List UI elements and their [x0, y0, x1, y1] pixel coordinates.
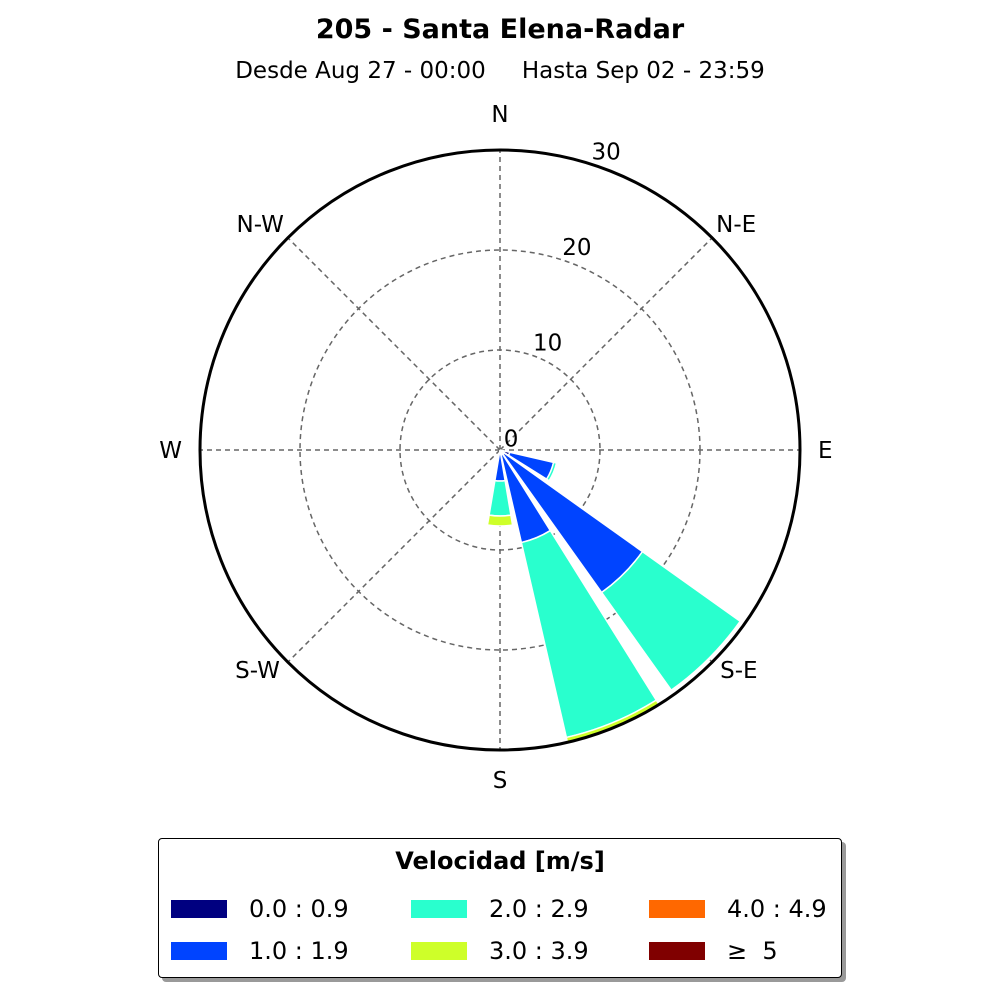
- legend-label: ≥ 5: [727, 937, 778, 965]
- wedge-e-bin-2: [545, 461, 558, 482]
- date-from: Desde Aug 27 - 00:00: [235, 58, 486, 84]
- legend-swatch: [411, 942, 467, 960]
- wedge-s-bin-3: [486, 514, 514, 527]
- date-to: Hasta Sep 02 - 23:59: [521, 58, 765, 84]
- legend-item-2: 4.0 : 4.9: [649, 891, 827, 927]
- legend-item-4: 3.0 : 3.9: [411, 933, 589, 969]
- compass-label-n: N: [491, 102, 508, 128]
- wedge-s-e-bin-2: [600, 550, 742, 692]
- legend-label: 1.0 : 1.9: [249, 937, 349, 965]
- compass-label-n-e: N-E: [716, 212, 756, 238]
- legend-label: 2.0 : 2.9: [489, 895, 589, 923]
- legend-label: 0.0 : 0.9: [249, 895, 349, 923]
- grid-spoke: [287, 449, 501, 663]
- legend-label: 4.0 : 4.9: [727, 895, 827, 923]
- grid-spoke: [287, 237, 501, 451]
- wedges: [198, 148, 802, 752]
- legend-item-5: ≥ 5: [649, 933, 778, 969]
- polar-labels: 0 10 20 30 N N-E E S-E S S-W W N-W: [159, 102, 832, 794]
- legend-item-1: 2.0 : 2.9: [411, 891, 589, 927]
- compass-label-n-w: N-W: [237, 212, 284, 238]
- legend-label: 3.0 : 3.9: [489, 937, 589, 965]
- legend-title: Velocidad [m/s]: [395, 847, 605, 875]
- legend-swatch: [649, 942, 705, 960]
- legend-swatch: [411, 900, 467, 918]
- radial-tick-label: 20: [562, 235, 591, 261]
- legend-item-3: 1.0 : 1.9: [171, 933, 349, 969]
- radial-tick-label: 10: [533, 331, 562, 357]
- compass-label-s-e: S-E: [720, 658, 757, 684]
- radial-tick-label: 0: [504, 426, 519, 452]
- compass-label-w: W: [159, 438, 182, 464]
- grid-spoke: [499, 237, 713, 451]
- compass-label-e: E: [818, 438, 833, 464]
- radial-tick-label: 30: [591, 139, 620, 165]
- legend-swatch: [649, 900, 705, 918]
- legend-item-0: 0.0 : 0.9: [171, 891, 349, 927]
- chart-subtitle: Desde Aug 27 - 00:00 Hasta Sep 02 - 23:59: [0, 58, 1000, 84]
- compass-label-s: S: [493, 768, 508, 794]
- legend: Velocidad [m/s] 0.0 : 0.9 2.0 : 2.9 4.0 …: [158, 838, 842, 978]
- compass-label-s-w: S-W: [235, 658, 280, 684]
- chart-title: 205 - Santa Elena-Radar: [315, 14, 685, 45]
- legend-swatch: [171, 942, 227, 960]
- legend-swatch: [171, 900, 227, 918]
- outer-circle: [198, 148, 802, 752]
